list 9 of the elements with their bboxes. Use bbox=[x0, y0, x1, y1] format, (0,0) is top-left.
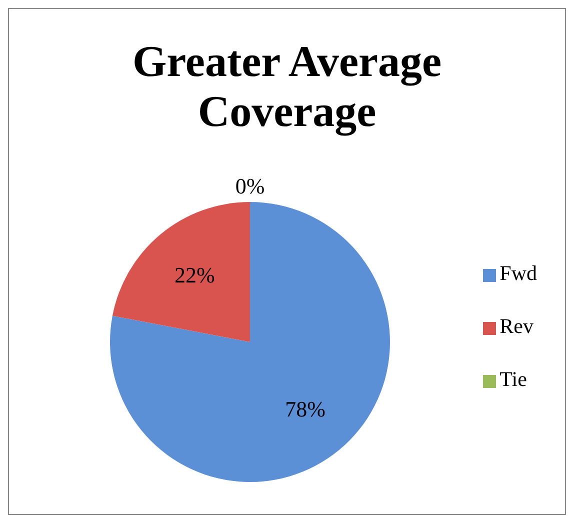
chart-title: Greater Average Coverage bbox=[131, 36, 443, 138]
legend-label: Fwd bbox=[500, 260, 537, 284]
legend-label: Rev bbox=[500, 314, 534, 338]
text: 0% bbox=[235, 174, 265, 198]
pie-slice bbox=[110, 202, 390, 482]
data-label: 22% bbox=[174, 262, 215, 288]
data-label: 78% bbox=[285, 396, 326, 422]
legend-label: Tie bbox=[500, 366, 527, 390]
pie-slice bbox=[112, 202, 250, 342]
